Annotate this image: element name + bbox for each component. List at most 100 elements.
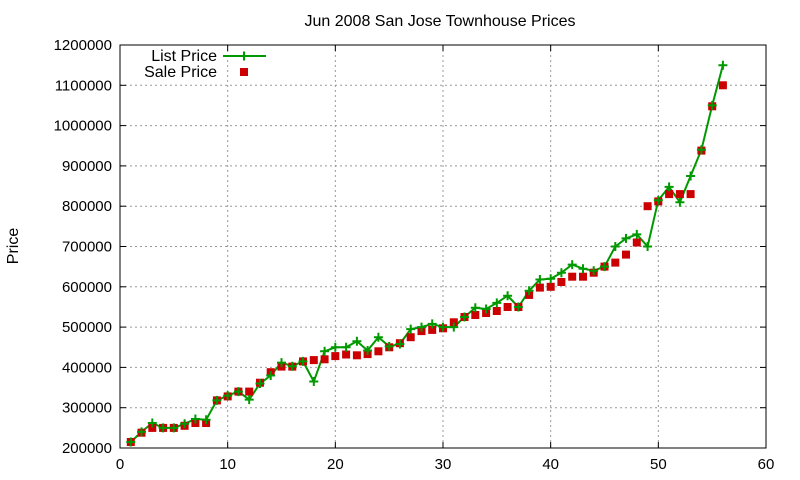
list-price-point (201, 415, 211, 425)
y-tick-label: 200000 (62, 440, 112, 457)
y-axis-label: Price (5, 228, 22, 265)
y-tick-label: 1200000 (54, 37, 112, 54)
list-price-point (481, 304, 491, 314)
sale-price-point (342, 350, 351, 359)
list-price-point (718, 60, 728, 70)
list-price-point (212, 395, 222, 405)
y-tick-labels: 200000 300000 400000 500000 600000 700000 8000… (54, 37, 112, 457)
list-price-point (513, 302, 523, 312)
list-price-point (352, 336, 362, 346)
list-price-point (244, 395, 254, 405)
sale-price-point (320, 355, 329, 364)
grid (119, 44, 767, 449)
y-tick-label: 900000 (62, 158, 112, 175)
y-tick-label: 500000 (62, 319, 112, 336)
sale-price-point (557, 278, 566, 286)
sale-price-point (503, 303, 512, 311)
sale-price-point (718, 81, 727, 90)
list-price-point (190, 414, 200, 424)
y-tick-label: 400000 (62, 359, 112, 376)
sale-price-point (352, 351, 361, 360)
x-tick-label: 20 (327, 456, 344, 473)
list-price-point (535, 275, 545, 284)
list-price-point (632, 229, 642, 239)
list-price-point (589, 266, 599, 276)
sale-price-point (546, 282, 555, 291)
x-tick-label: 60 (758, 456, 775, 473)
list-price-point (427, 319, 437, 329)
sale-price-point (665, 190, 674, 199)
sale-price-point (492, 307, 501, 315)
list-price-point (363, 346, 373, 355)
sale-price-point (406, 333, 415, 342)
y-tick-label: 1000000 (54, 118, 112, 135)
list-price-point (169, 423, 179, 433)
list-price-point (643, 242, 653, 251)
sale-price-point (535, 283, 544, 292)
chart-title: Jun 2008 San Jose Townhouse Prices (305, 13, 576, 30)
list-price-point (180, 419, 190, 429)
list-price-point (438, 322, 448, 332)
list-price-point (147, 418, 157, 428)
series-line-list-price (130, 64, 724, 443)
x-tick-labels: 0 10 20 30 40 50 60 (116, 456, 775, 473)
list-price-point (460, 312, 469, 322)
sale-price-point (471, 311, 480, 319)
y-tick-label: 600000 (62, 279, 112, 296)
sale-price-point (309, 356, 318, 365)
list-price-point (470, 303, 480, 313)
sale-price-point (449, 318, 458, 327)
sale-price-point (632, 238, 641, 247)
sale-price-point (331, 352, 340, 361)
legend-label-sale-price: Sale Price (144, 64, 217, 81)
list-price-point (298, 356, 308, 366)
list-price-point (664, 182, 674, 192)
list-price-point (524, 286, 534, 296)
list-price-point (255, 379, 265, 388)
list-price-point (341, 342, 351, 352)
list-price-point (449, 322, 459, 332)
sale-price-point (643, 202, 652, 211)
sale-price-point (579, 272, 587, 281)
y-tick-label: 800000 (62, 198, 112, 215)
list-price-point (223, 391, 233, 401)
sale-price-point (428, 325, 437, 334)
legend-label-list-price: List Price (151, 48, 217, 65)
list-price-point (578, 264, 588, 274)
list-price-point (492, 298, 502, 308)
list-price-point (621, 233, 631, 243)
list-price-point (567, 260, 577, 270)
list-price-point (137, 427, 146, 437)
x-tick-label: 30 (435, 456, 452, 473)
list-price-point (233, 387, 243, 397)
x-tick-label: 0 (116, 456, 124, 473)
list-price-point (373, 332, 383, 342)
series-area (126, 60, 728, 447)
x-tick-label: 40 (542, 456, 559, 473)
list-price-point (546, 274, 556, 284)
plot-frame (119, 44, 767, 449)
sale-price-point (686, 190, 695, 199)
legend-marker-list-price (239, 51, 249, 61)
sale-price-point (245, 387, 254, 396)
list-price-point (406, 324, 416, 334)
y-tick-label: 1100000 (55, 77, 112, 94)
y-tick-label: 300000 (62, 400, 112, 417)
legend-marker-sale-price (240, 68, 248, 76)
list-price-point (158, 423, 168, 433)
list-price-point (417, 322, 426, 332)
list-price-point (696, 145, 706, 155)
sale-price-point (622, 250, 630, 259)
list-price-point (330, 342, 340, 352)
sale-price-point (675, 190, 684, 199)
x-tick-label: 10 (219, 456, 236, 473)
list-price-point (266, 371, 276, 380)
list-price-point (287, 361, 297, 371)
legend: List Price Sale Price (144, 48, 266, 81)
list-price-point (126, 437, 136, 447)
y-tick-label: 700000 (62, 239, 112, 256)
list-price-point (277, 358, 286, 368)
list-price-point (610, 242, 620, 251)
list-price-point (707, 100, 717, 110)
